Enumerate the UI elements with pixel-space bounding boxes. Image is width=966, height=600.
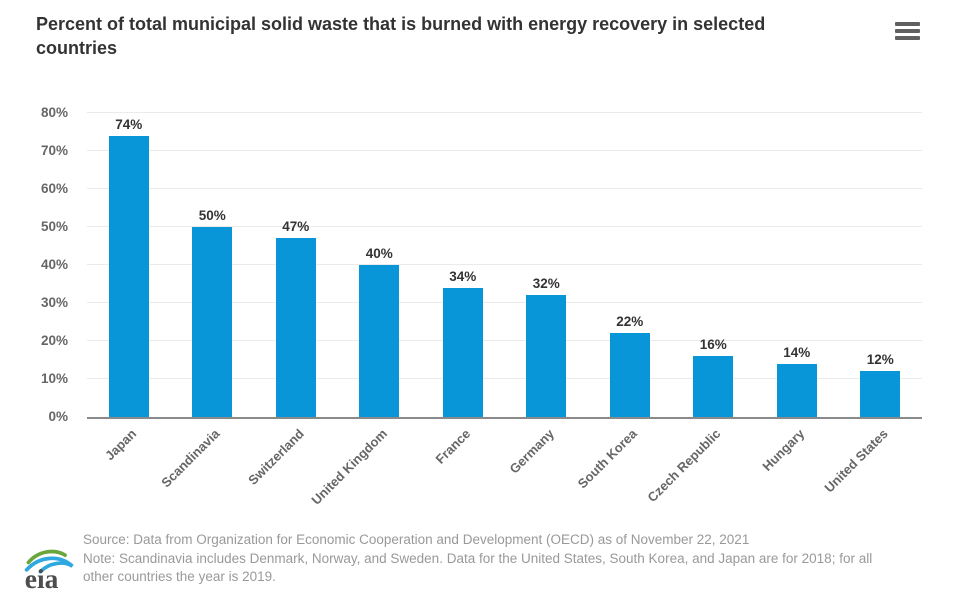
bar-slot: 34% bbox=[421, 113, 505, 417]
bar-value-label: 12% bbox=[866, 352, 894, 368]
gridline bbox=[87, 188, 922, 189]
chart-footer: eia Source: Data from Organization for E… bbox=[22, 531, 942, 593]
logo-blue-swoosh bbox=[24, 556, 74, 574]
bar-switzerland[interactable] bbox=[275, 238, 316, 417]
bar-scandinavia[interactable] bbox=[192, 227, 233, 417]
bar-slot: 22% bbox=[588, 113, 672, 417]
gridline bbox=[87, 264, 922, 265]
bar-value-label: 74% bbox=[115, 116, 143, 132]
menu-bar-line bbox=[895, 29, 920, 33]
bar-japan[interactable] bbox=[108, 135, 149, 417]
y-axis-tick-label: 50% bbox=[40, 219, 68, 234]
bar-slot: 47% bbox=[254, 113, 338, 417]
gridline bbox=[87, 340, 922, 341]
gridline bbox=[87, 112, 922, 113]
footnotes: Source: Data from Organization for Econo… bbox=[83, 531, 883, 587]
y-axis-tick-label: 30% bbox=[40, 295, 68, 310]
x-axis-category-label: Czech Republic bbox=[644, 426, 724, 506]
x-axis-category-label: United Kingdom bbox=[308, 426, 390, 508]
x-axis-category-label: South Korea bbox=[575, 426, 641, 492]
x-axis-labels: Japan Scandinavia Switzerland United Kingdo… bbox=[0, 426, 966, 536]
bar-value-label: 32% bbox=[532, 276, 560, 292]
x-axis-category-label: Germany bbox=[506, 426, 557, 477]
x-axis-category-label: Scandinavia bbox=[158, 426, 223, 491]
bar-hungary[interactable] bbox=[776, 363, 817, 417]
gridline bbox=[87, 150, 922, 151]
bar-value-label: 14% bbox=[783, 344, 811, 360]
bar-value-label: 40% bbox=[365, 246, 393, 261]
eia-logo: eia bbox=[24, 549, 74, 593]
x-axis-category-label: Japan bbox=[102, 426, 140, 464]
bar-value-label: 34% bbox=[449, 268, 477, 284]
menu-bar-line bbox=[895, 22, 920, 26]
source-text: Source: Data from Organization for Econo… bbox=[83, 532, 750, 547]
bar-value-label: 47% bbox=[282, 219, 310, 235]
y-axis-tick-label: 80% bbox=[40, 105, 68, 120]
y-axis-tick-label: 0% bbox=[48, 409, 68, 424]
gridline bbox=[87, 302, 922, 303]
logo-green-swoosh bbox=[26, 549, 67, 565]
bar-value-label: 16% bbox=[699, 337, 727, 353]
plot-area: 74% 50% 47% 40% 34% 32% 22% 16% 14% 12% bbox=[87, 112, 923, 419]
bar-value-label: 50% bbox=[198, 208, 226, 223]
bar-czech-republic[interactable] bbox=[693, 356, 734, 417]
gridline bbox=[87, 226, 922, 227]
x-axis-category-label: Switzerland bbox=[244, 426, 307, 488]
y-axis-tick-label: 10% bbox=[40, 371, 68, 386]
bar-slot: 14% bbox=[755, 113, 839, 417]
y-axis-tick-label: 20% bbox=[40, 333, 68, 348]
bar-france[interactable] bbox=[442, 287, 483, 417]
x-axis-category-label: Hungary bbox=[759, 426, 808, 474]
x-axis-category-label: United States bbox=[821, 426, 891, 496]
y-axis-labels: 0% 10% 20% 30% 40% 50% 60% 70% 80% bbox=[0, 106, 68, 424]
bar-slot: 74% bbox=[87, 113, 171, 417]
bar-united-states[interactable] bbox=[860, 371, 901, 417]
bar-germany[interactable] bbox=[526, 295, 567, 417]
bar-slot: 12% bbox=[839, 113, 923, 417]
y-axis-tick-label: 60% bbox=[40, 181, 68, 196]
logo-text: eia bbox=[25, 563, 59, 593]
bar-slot: 40% bbox=[338, 113, 422, 417]
y-axis-tick-label: 40% bbox=[40, 257, 68, 272]
gridline bbox=[87, 378, 922, 379]
chart-title: Percent of total municipal solid waste t… bbox=[36, 14, 766, 58]
bar-value-label: 22% bbox=[616, 314, 644, 330]
y-axis-tick-label: 70% bbox=[40, 143, 68, 158]
menu-bar-line bbox=[895, 36, 920, 40]
bar-united-kingdom[interactable] bbox=[359, 265, 400, 417]
bar-slot: 50% bbox=[171, 113, 255, 417]
x-axis-category-label: France bbox=[432, 426, 474, 467]
hamburger-menu-icon[interactable] bbox=[895, 22, 920, 40]
bar-slot: 16% bbox=[672, 113, 756, 417]
bar-slot: 32% bbox=[505, 113, 589, 417]
note-text: Note: Scandinavia includes Denmark, Norw… bbox=[83, 550, 873, 585]
bar-south-korea[interactable] bbox=[609, 333, 650, 417]
